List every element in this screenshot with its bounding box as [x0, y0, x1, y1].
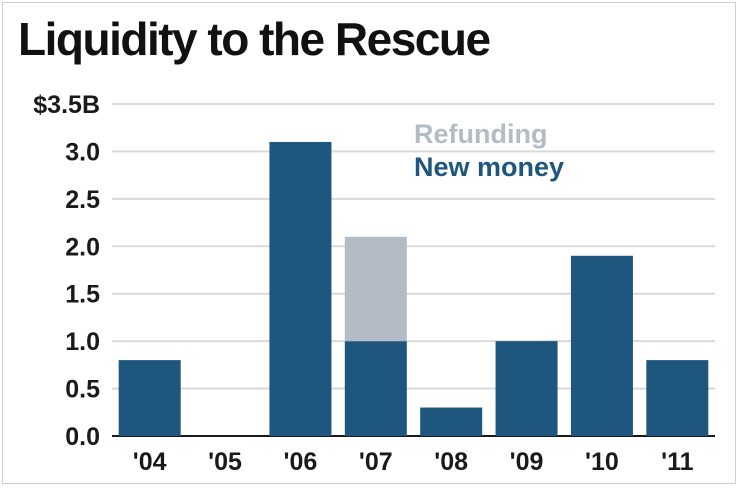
- x-tick-label: '08: [434, 448, 468, 476]
- bar-new-money: [344, 341, 407, 436]
- chart-title: Liquidity to the Rescue: [18, 13, 491, 65]
- x-tick-label: '05: [208, 448, 242, 476]
- bar-new-money: [420, 407, 483, 436]
- y-tick-label: 2.0: [65, 233, 100, 261]
- legend-label: Refunding: [414, 119, 547, 149]
- bar-new-money: [269, 141, 332, 436]
- y-tick-label: $3.5B: [33, 91, 100, 119]
- x-tick-label: '09: [510, 448, 544, 476]
- y-tick-label: 1.0: [65, 328, 100, 356]
- y-tick-label: 0.5: [65, 376, 100, 404]
- y-tick-label: 0.0: [65, 423, 100, 451]
- bar-refunding: [344, 236, 407, 342]
- x-tick-label: '11: [661, 448, 693, 476]
- y-tick-label: 2.5: [65, 186, 100, 214]
- x-tick-label: '10: [585, 448, 619, 476]
- y-tick-label: 1.5: [65, 281, 100, 309]
- bar-new-money: [495, 341, 558, 436]
- bar-new-money: [118, 360, 181, 436]
- x-tick-label: '04: [133, 448, 167, 476]
- legend-label: New money: [414, 152, 564, 182]
- bars: [118, 141, 709, 436]
- y-axis-ticks: 0.0 0.5 1.0 1.5 2.0 2.5 3.0 $3.5B: [33, 91, 100, 451]
- bar-new-money: [646, 360, 709, 436]
- y-tick-label: 3.0: [65, 138, 100, 166]
- x-tick-label: '07: [359, 448, 393, 476]
- x-tick-label: '06: [284, 448, 318, 476]
- bar-new-money: [570, 255, 633, 436]
- x-axis-ticks: '04 '05 '06 '07 '08 '09 '10 '11: [133, 448, 694, 476]
